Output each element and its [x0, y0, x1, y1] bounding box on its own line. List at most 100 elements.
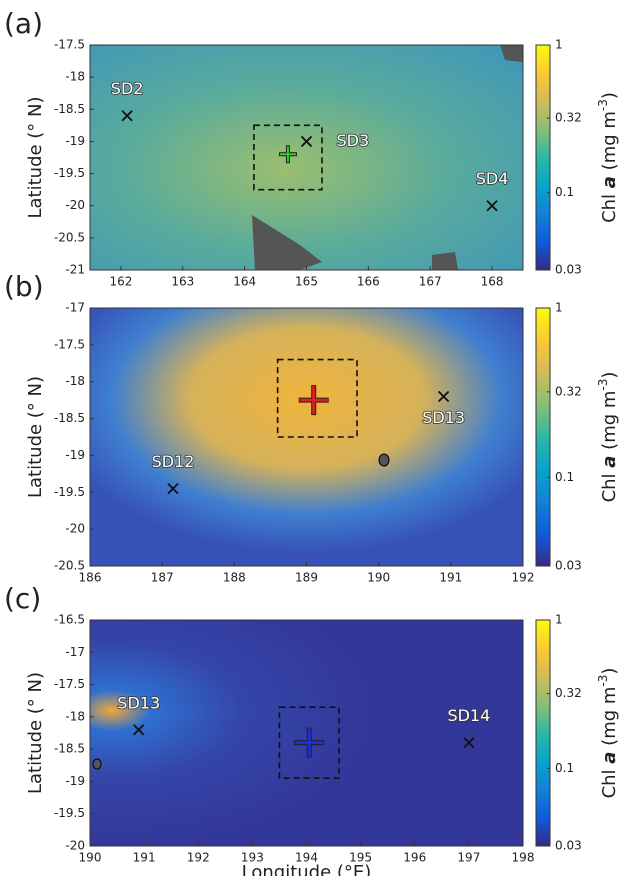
y-tick-label: -18 — [65, 70, 85, 84]
island — [378, 453, 390, 467]
x-tick-label: 191 — [439, 571, 462, 585]
colorbar — [535, 307, 551, 567]
colorbar-label-part: a — [599, 456, 620, 468]
y-tick-label: -20 — [65, 198, 85, 212]
y-tick-label: -20 — [65, 522, 85, 536]
y-axis-label: Latitude (° N) — [25, 376, 46, 498]
colorbar — [535, 44, 551, 271]
station-marker — [300, 135, 313, 148]
station-label: SD13 — [422, 408, 465, 427]
y-tick-label: -19.5 — [54, 166, 85, 180]
cross-marker — [299, 386, 328, 415]
x-tick-label: 191 — [133, 851, 156, 865]
region-box — [276, 358, 358, 438]
x-tick-label: 162 — [109, 275, 132, 289]
y-tick-label: -19 — [65, 448, 85, 462]
x-tick-label: 193 — [241, 851, 264, 865]
colorbar-tick-label: 0.03 — [555, 559, 582, 573]
station-marker — [437, 390, 450, 403]
y-tick-label: -20.5 — [54, 559, 85, 573]
x-tick-label: 192 — [187, 851, 210, 865]
x-tick-label: 164 — [233, 275, 256, 289]
colorbar-label-part: Chl — [599, 769, 620, 798]
x-tick-label: 166 — [357, 275, 380, 289]
x-tick-label: 196 — [403, 851, 426, 865]
colorbar-label-part: (mg m — [599, 391, 620, 450]
y-tick-label: -18.5 — [54, 102, 85, 116]
colorbar-label-part: Chl — [599, 473, 620, 502]
colorbar-label-exp: -3 — [596, 99, 610, 111]
x-tick-label: 190 — [367, 571, 390, 585]
colorbar — [535, 619, 551, 847]
y-tick-label: -19.5 — [54, 485, 85, 499]
y-tick-label: -17 — [65, 645, 85, 659]
x-tick-label: 195 — [349, 851, 372, 865]
y-tick-label: -18 — [65, 709, 85, 723]
island — [92, 758, 102, 770]
y-tick-label: -17.5 — [54, 677, 85, 691]
x-tick-label: 189 — [295, 571, 318, 585]
station-marker — [133, 724, 145, 736]
x-tick-label: 197 — [457, 851, 480, 865]
region-box — [253, 124, 323, 191]
colorbar-tick-label: 0.1 — [555, 761, 574, 775]
y-tick-label: -18.5 — [54, 742, 85, 756]
island — [500, 45, 523, 62]
station-marker — [121, 110, 133, 122]
colorbar-tick-label: 1 — [555, 38, 563, 52]
station-label: SD3 — [337, 131, 370, 150]
chl-field — [90, 45, 523, 270]
x-tick-label: 167 — [419, 275, 442, 289]
region-box — [278, 706, 340, 780]
station-label: SD2 — [111, 79, 144, 98]
chl-field — [90, 620, 523, 846]
colorbar-label-part: ) — [599, 372, 620, 379]
x-tick-label: 187 — [151, 571, 174, 585]
x-tick-label: 186 — [79, 571, 102, 585]
station-marker — [486, 200, 498, 212]
cross-marker — [295, 728, 324, 757]
y-tick-label: -17.5 — [54, 38, 85, 52]
x-tick-label: 192 — [512, 571, 535, 585]
y-tick-label: -16.5 — [54, 613, 85, 627]
y-tick-label: -19 — [65, 134, 85, 148]
y-tick-label: -20 — [65, 839, 85, 853]
station-marker — [167, 482, 179, 495]
colorbar-label: Chl a (mg m-3) — [596, 668, 621, 799]
colorbar-label-part: Chl — [599, 194, 620, 223]
x-tick-label: 190 — [79, 851, 102, 865]
x-tick-label: 194 — [295, 851, 318, 865]
panel-label: (a) — [4, 7, 43, 40]
panel-label: (b) — [4, 270, 44, 303]
y-tick-label: -21 — [65, 263, 85, 277]
station-label: SD14 — [447, 706, 490, 725]
island — [432, 252, 458, 270]
y-tick-label: -17.5 — [54, 337, 85, 351]
colorbar-tick-label: 0.32 — [555, 384, 582, 398]
y-tick-label: -19.5 — [54, 806, 85, 820]
station-marker — [463, 737, 475, 749]
colorbar-tick-label: 0.03 — [555, 263, 582, 277]
y-tick-label: -17 — [65, 301, 85, 315]
x-tick-label: 163 — [171, 275, 194, 289]
colorbar-label: Chl a (mg m-3) — [596, 92, 621, 223]
y-tick-label: -19 — [65, 774, 85, 788]
chl-field — [90, 308, 523, 566]
y-tick-label: -20.5 — [54, 230, 85, 244]
station-label: SD13 — [117, 693, 160, 712]
y-tick-label: -18 — [65, 374, 85, 388]
island — [252, 215, 322, 270]
x-tick-label: 188 — [223, 571, 246, 585]
colorbar-label-part: ) — [599, 92, 620, 99]
colorbar-label-part: a — [599, 752, 620, 764]
x-tick-label: 198 — [512, 851, 535, 865]
panel-label: (c) — [4, 582, 41, 615]
colorbar-label-part: (mg m — [599, 111, 620, 170]
colorbar-tick-label: 0.1 — [555, 185, 574, 199]
colorbar-label-part: (mg m — [599, 687, 620, 746]
y-axis-label: Latitude (° N) — [25, 96, 46, 218]
colorbar-tick-label: 0.03 — [555, 839, 582, 853]
x-axis-label: Longitude (°E) — [242, 862, 372, 876]
station-label: SD4 — [476, 169, 509, 188]
